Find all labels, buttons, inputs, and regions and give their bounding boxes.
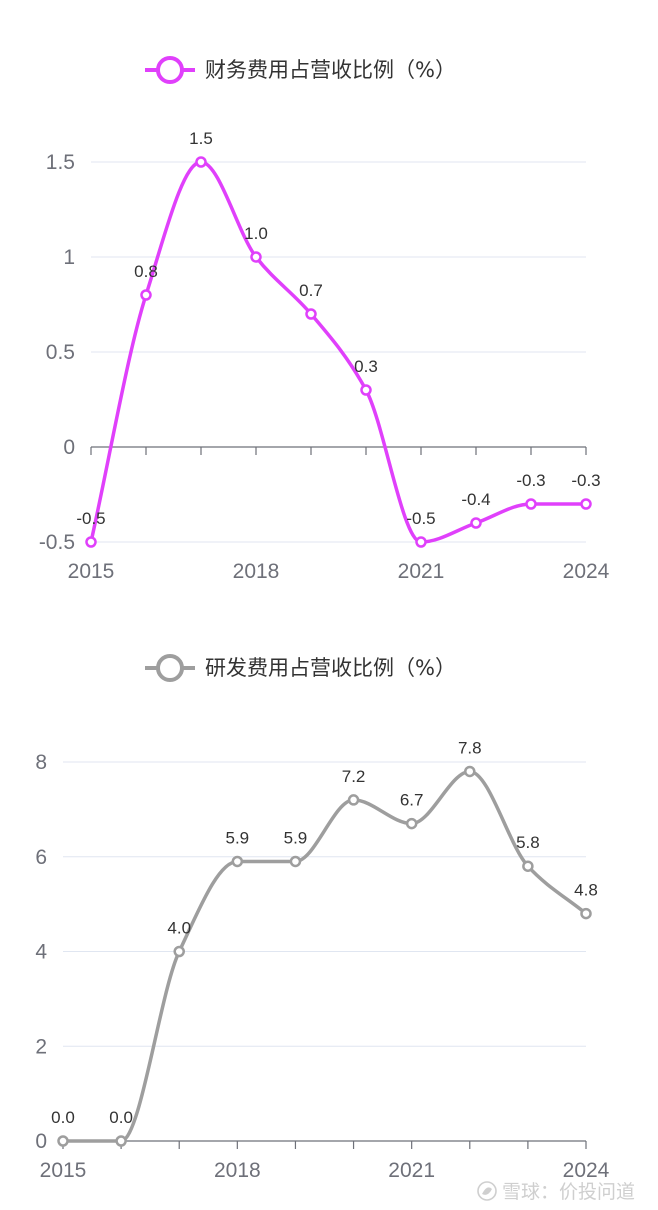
- legend: 财务费用占营收比例（%）: [145, 56, 456, 84]
- chart-finance-expense: -0.5 0 0.5 1 1.5 2015 2018 2021 2024 财务费用占营收比例（%）…: [39, 56, 610, 583]
- watermark: 雪球：价投问道: [477, 1181, 635, 1203]
- y-tick-label: 0.5: [46, 341, 75, 364]
- y-tick-label: 2: [35, 1035, 47, 1058]
- data-label: -0.5: [76, 509, 105, 528]
- data-label: -0.3: [571, 471, 600, 490]
- x-tick-label: 2015: [68, 560, 115, 583]
- data-point: [289, 855, 302, 868]
- x-tick-label: 2021: [388, 1159, 435, 1182]
- y-tick-label: 4: [35, 941, 47, 964]
- data-point: [522, 860, 534, 872]
- watermark-text: 雪球：价投问道: [502, 1181, 635, 1203]
- data-point: [115, 1135, 127, 1147]
- data-point: [195, 156, 207, 168]
- y-tick-label: 0: [63, 436, 75, 459]
- data-point: [464, 765, 476, 778]
- data-label: -0.5: [406, 509, 435, 528]
- data-point: [250, 251, 262, 263]
- y-tick-label: -0.5: [39, 531, 75, 554]
- data-point: [231, 855, 244, 868]
- data-label: 1.5: [189, 129, 213, 148]
- data-point: [305, 308, 317, 320]
- legend-marker: [156, 56, 184, 84]
- data-label: 0.7: [299, 281, 323, 300]
- y-tick-label: 1.5: [46, 151, 75, 174]
- y-tick-label: 0: [35, 1130, 47, 1153]
- legend-label: 财务费用占营收比例（%）: [205, 58, 456, 82]
- x-tick-label: 2018: [214, 1159, 261, 1182]
- y-tick-label: 1: [63, 246, 75, 269]
- data-point: [140, 289, 152, 301]
- chart-rd-expense: 0 2 4 6 8 2015 2018 2021 2024 研发费用占营收比例（%） 0.0 0.0 4…: [35, 654, 610, 1182]
- data-point: [580, 907, 592, 920]
- data-label: 7.8: [458, 738, 482, 757]
- data-point: [470, 517, 482, 529]
- series-line: [62, 769, 588, 1143]
- y-tick-label: 6: [35, 846, 47, 869]
- data-label: 5.9: [284, 828, 308, 847]
- legend: 研发费用占营收比例（%）: [145, 654, 456, 682]
- x-tick-label: 2015: [40, 1159, 87, 1182]
- data-point: [580, 498, 592, 510]
- data-label: 5.8: [516, 833, 540, 852]
- data-label: 4.0: [167, 919, 191, 938]
- legend-label: 研发费用占营收比例（%）: [205, 656, 456, 680]
- data-point: [173, 945, 185, 958]
- data-point: [85, 536, 97, 548]
- data-point: [525, 498, 537, 510]
- x-tick-label: 2021: [398, 560, 445, 583]
- data-label: 5.9: [226, 828, 250, 847]
- data-point: [415, 536, 427, 548]
- x-tick-label: 2024: [563, 1159, 610, 1182]
- data-label: 1.0: [244, 224, 268, 243]
- x-tick-label: 2018: [233, 560, 280, 583]
- data-label: 0.8: [134, 262, 158, 281]
- snowball-logo-icon: [477, 1181, 497, 1201]
- y-tick-label: 8: [35, 751, 47, 774]
- data-point: [347, 794, 360, 806]
- x-tick-label: 2024: [563, 560, 610, 583]
- data-point: [405, 817, 418, 830]
- data-label: -0.4: [461, 490, 490, 509]
- legend-marker: [156, 654, 184, 682]
- data-label: -0.3: [516, 471, 545, 490]
- data-point: [360, 384, 372, 396]
- data-point: [57, 1135, 69, 1147]
- data-label: 0.0: [109, 1108, 133, 1127]
- data-label: 4.8: [574, 881, 598, 900]
- data-label: 7.2: [342, 767, 366, 786]
- data-label: 6.7: [400, 791, 424, 810]
- data-label: 0.3: [354, 357, 378, 376]
- data-label: 0.0: [51, 1108, 75, 1127]
